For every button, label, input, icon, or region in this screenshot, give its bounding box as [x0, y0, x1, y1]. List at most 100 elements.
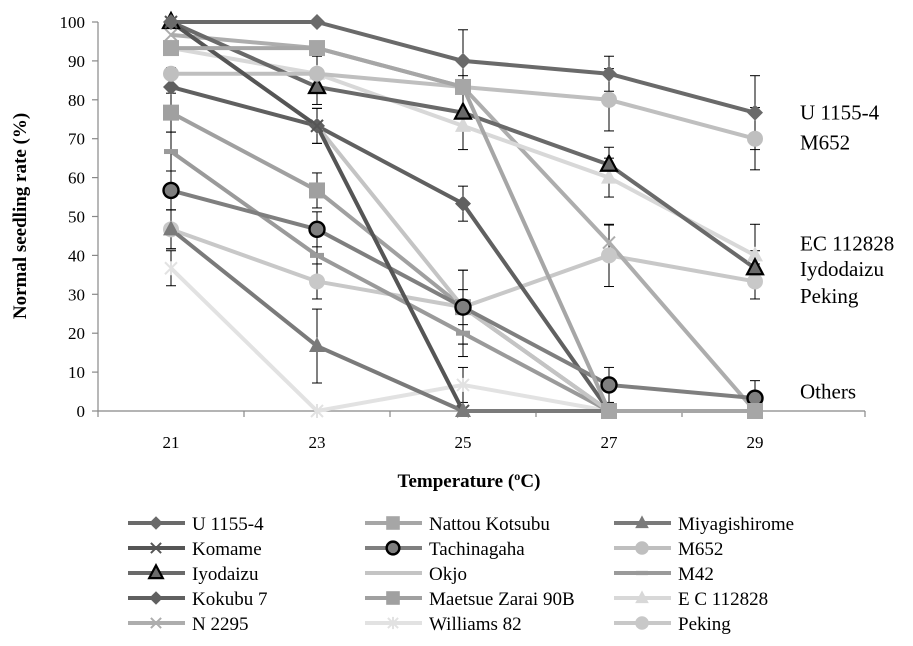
data-point-e-c-112828: [601, 168, 617, 184]
data-point-n-2295: [164, 28, 178, 42]
legend-label: Maetsue Zarai 90B: [429, 589, 575, 610]
x-axis-title: Temperature (ºC): [398, 471, 541, 492]
legend-item-okjo: Okjo: [365, 564, 467, 585]
data-point-kokubu-7: [455, 195, 471, 212]
y-tick-label: 90: [68, 52, 85, 71]
y-tick-label: 80: [68, 91, 85, 110]
data-point-maetsue-zarai-90b: [163, 104, 179, 121]
data-point-nattou-kotsubu: [163, 40, 179, 57]
y-axis-title: Normal seedling rate (%): [10, 113, 31, 319]
legend-item-tachinagaha: Tachinagaha: [365, 539, 525, 560]
x-tick-label: 23: [309, 433, 326, 452]
legend-label: Okjo: [429, 564, 467, 585]
data-point-peking: [601, 247, 617, 264]
legend-swatch-marker: [385, 540, 401, 556]
legend-swatch-marker: [636, 570, 648, 576]
legend-item-nattou-kotsubu: Nattou Kotsubu: [365, 514, 550, 535]
data-point-m42: [164, 149, 178, 155]
annotation-label: Peking: [800, 284, 859, 308]
data-point-kokubu-7: [163, 78, 179, 95]
legend-label: M652: [678, 539, 723, 560]
legend-swatch-marker: [150, 542, 162, 554]
axes: 0 10 20 30 40 50 60 70 80 90 100 21 23 25 27 29: [60, 13, 866, 452]
legend: U 1155-4 Nattou Kotsubu Miyagishirome Komam…: [128, 514, 794, 635]
data-point-e-c-112828: [455, 116, 471, 132]
legend-item-komame: Komame: [128, 539, 262, 560]
data-point-iyodaizu: [453, 101, 473, 120]
legend-label: Nattou Kotsubu: [429, 514, 550, 535]
data-point-u-1155-4: [455, 52, 471, 69]
y-tick-label: 10: [68, 363, 85, 382]
legend-item-williams-82: Williams 82: [365, 614, 522, 635]
data-point-m42: [310, 252, 324, 258]
annotation-label: Others: [800, 380, 856, 404]
legend-swatch-marker: [635, 616, 649, 630]
data-point-maetsue-zarai-90b: [309, 182, 325, 199]
data-point-peking: [309, 273, 325, 290]
x-tick-label: 21: [163, 433, 180, 452]
legend-item-kokubu-7: Kokubu 7: [128, 589, 267, 610]
legend-label: Kokubu 7: [192, 589, 267, 610]
legend-item-peking: Peking: [614, 614, 731, 635]
legend-label: N 2295: [192, 614, 248, 635]
legend-label: Tachinagaha: [429, 539, 525, 560]
legend-label: Miyagishirome: [678, 514, 794, 535]
legend-label: U 1155-4: [192, 514, 264, 535]
y-tick-label: 70: [68, 130, 85, 149]
data-point-m652: [747, 130, 763, 147]
legend-item-m42: M42: [614, 564, 714, 585]
legend-swatch-marker: [635, 515, 649, 529]
data-point-n-2295: [602, 235, 616, 250]
legend-item-m652: M652: [614, 539, 723, 560]
legend-swatch-marker: [386, 591, 400, 605]
data-point-komame: [310, 119, 324, 133]
legend-label: M42: [678, 564, 714, 585]
y-tick-label: 100: [60, 13, 86, 32]
legend-swatch-marker: [635, 590, 649, 604]
legend-item-maetsue-zarai-90b: Maetsue Zarai 90B: [365, 589, 575, 610]
data-point-iyodaizu: [745, 256, 765, 276]
legend-swatch-marker: [150, 617, 162, 629]
data-point-nattou-kotsubu: [309, 40, 325, 57]
data-point-miyagishirome: [309, 337, 325, 353]
legend-swatch-marker: [386, 516, 400, 530]
annotation-label: U 1155-4: [800, 101, 880, 125]
x-tick-label: 25: [455, 433, 472, 452]
legend-label: Williams 82: [429, 614, 522, 635]
data-point-m652: [601, 91, 617, 108]
y-tick-label: 50: [68, 208, 85, 227]
annotation-label: EC 112828: [800, 232, 894, 256]
y-tick-label: 30: [68, 285, 85, 304]
series-markers: [161, 10, 765, 419]
data-point-m42: [456, 330, 470, 336]
x-tick-label: 27: [601, 433, 619, 452]
data-point-u-1155-4: [309, 14, 325, 30]
data-point-u-1155-4: [163, 14, 179, 30]
data-point-tachinagaha: [600, 376, 618, 394]
legend-item-n-2295: N 2295: [128, 614, 248, 635]
legend-swatch-marker: [635, 541, 649, 555]
data-point-nattou-kotsubu: [455, 78, 471, 95]
y-tick-label: 40: [68, 246, 85, 265]
data-point-tachinagaha: [454, 298, 472, 316]
data-point-tachinagaha: [308, 220, 326, 239]
data-point-e-c-112828: [747, 246, 763, 262]
data-point-u-1155-4: [747, 104, 763, 121]
legend-swatch-marker: [149, 516, 163, 530]
data-point-m652: [163, 65, 179, 82]
annotation-label: Iydodaizu: [800, 257, 884, 281]
data-point-williams-82: [456, 377, 470, 392]
data-point-m652: [309, 65, 325, 82]
legend-label: E C 112828: [678, 589, 768, 610]
legend-item-iyodaizu: Iyodaizu: [128, 563, 259, 585]
y-tick-label: 60: [68, 169, 85, 188]
legend-label: Peking: [678, 614, 731, 635]
legend-label: Iyodaizu: [192, 564, 259, 585]
data-point-tachinagaha: [162, 181, 180, 200]
data-point-williams-82: [310, 404, 324, 418]
legend-swatch-marker: [387, 616, 399, 630]
y-tick-label: 0: [77, 402, 86, 421]
y-tick-label: 20: [68, 324, 85, 343]
